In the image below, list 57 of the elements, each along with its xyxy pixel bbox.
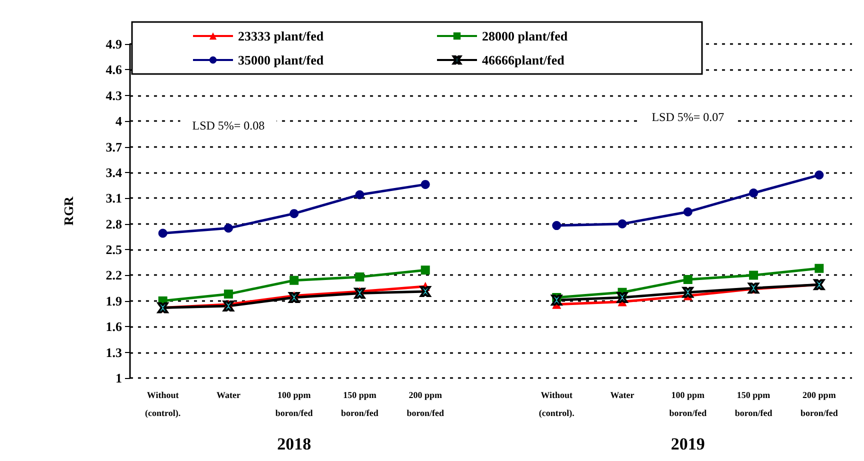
point — [749, 270, 758, 280]
point — [683, 207, 692, 216]
x-tick-label: 150 ppm boron/fed — [341, 390, 378, 418]
point — [683, 275, 692, 284]
point — [749, 188, 758, 198]
point — [288, 292, 300, 303]
x-tick-label: 100 ppm boron/fed — [275, 390, 313, 418]
x-tick-label: Water — [610, 390, 634, 400]
y-tick-label: 1 — [116, 370, 122, 386]
x-tick-label: 150 ppm boron/fed — [734, 390, 772, 418]
legend-label: 35000 plant/fed — [238, 52, 324, 68]
y-tick-label: 1.6 — [106, 319, 122, 334]
legend-label: 28000 plant/fed — [482, 28, 568, 44]
text: 2019 — [670, 434, 705, 454]
y-tick-label: 3.7 — [106, 139, 122, 154]
point — [158, 228, 168, 238]
point — [551, 294, 562, 306]
y-tick-label: 2.2 — [106, 268, 122, 283]
point — [224, 290, 233, 299]
point — [618, 219, 627, 228]
y-tick-label: 3.1 — [106, 190, 122, 206]
y-tick-label: 2.5 — [106, 242, 122, 258]
legend-label: 23333 plant/fed — [238, 28, 324, 44]
y-tick-label: 4.3 — [106, 88, 122, 103]
annotation: LSD 5%= 0.08 — [192, 118, 265, 132]
x-tick-label: 100 ppm boron/fed — [669, 390, 707, 418]
point — [420, 266, 430, 275]
y-tick-label: 4.9 — [106, 36, 122, 52]
point — [354, 288, 366, 299]
x-tick-label: 200 ppm boron/fed — [800, 390, 838, 418]
text: 2018 — [277, 434, 312, 454]
point — [224, 224, 233, 233]
point — [355, 190, 364, 200]
point — [420, 180, 430, 189]
point — [552, 221, 562, 230]
y-axis-title: RGR — [61, 196, 76, 226]
point — [355, 272, 364, 282]
point — [682, 286, 694, 298]
point — [290, 276, 299, 285]
legend-label: 46666plant/fed — [482, 52, 566, 68]
y-tick-label: 2.8 — [106, 216, 122, 232]
y-tick-label: 3.4 — [106, 164, 122, 180]
y-tick-label: 1.3 — [106, 344, 122, 360]
y-tick-label: 4 — [116, 114, 122, 129]
annotation: LSD 5%= 0.07 — [652, 110, 724, 124]
point — [420, 286, 431, 298]
x-tick-label: Without (control). — [538, 390, 574, 418]
point — [616, 292, 628, 303]
x-tick-label: Water — [216, 390, 240, 400]
x-tick-label: 200 ppm boron/fed — [406, 390, 444, 418]
point — [814, 170, 824, 180]
point — [222, 300, 234, 312]
x-tick-label: Without (control). — [145, 390, 181, 418]
y-tick-label: 1.9 — [106, 293, 122, 308]
point — [290, 209, 299, 218]
point — [814, 264, 824, 273]
y-tick-label: 4.6 — [106, 62, 122, 78]
